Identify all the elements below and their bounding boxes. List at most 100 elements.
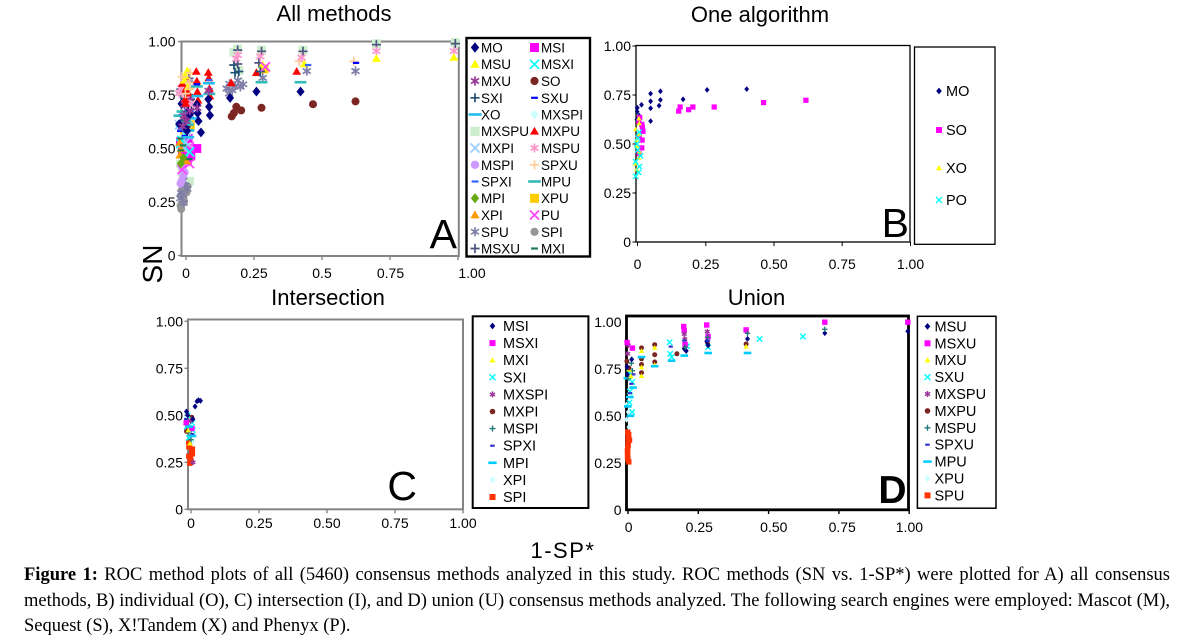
svg-text:XO: XO bbox=[481, 108, 501, 123]
svg-text:1.00: 1.00 bbox=[156, 313, 183, 329]
svg-text:Intersection: Intersection bbox=[271, 285, 385, 310]
svg-text:Union: Union bbox=[728, 285, 785, 310]
svg-text:1.00: 1.00 bbox=[896, 519, 923, 535]
svg-text:SXU: SXU bbox=[541, 91, 569, 106]
svg-text:PO: PO bbox=[946, 193, 967, 209]
svg-text:MXSPI: MXSPI bbox=[541, 108, 583, 123]
svg-text:XO: XO bbox=[946, 161, 967, 177]
svg-text:0.25: 0.25 bbox=[240, 265, 267, 281]
svg-text:SXI: SXI bbox=[503, 370, 526, 386]
svg-text:SPI: SPI bbox=[541, 225, 563, 240]
svg-text:0.50: 0.50 bbox=[156, 407, 183, 423]
svg-text:XPU: XPU bbox=[541, 191, 569, 206]
svg-text:0.75: 0.75 bbox=[381, 515, 408, 531]
svg-text:MXI: MXI bbox=[541, 242, 565, 257]
svg-text:MXPU: MXPU bbox=[541, 124, 580, 139]
svg-text:MXI: MXI bbox=[503, 353, 529, 369]
svg-text:All methods: All methods bbox=[277, 1, 392, 26]
svg-text:PU: PU bbox=[541, 208, 560, 223]
svg-text:MPI: MPI bbox=[481, 191, 505, 206]
svg-text:1.00: 1.00 bbox=[594, 314, 621, 330]
svg-text:0.75: 0.75 bbox=[829, 256, 856, 272]
svg-text:MSPU: MSPU bbox=[935, 421, 977, 437]
svg-text:0.75: 0.75 bbox=[377, 265, 404, 281]
svg-text:0.50: 0.50 bbox=[604, 136, 631, 152]
svg-text:0.50: 0.50 bbox=[148, 141, 175, 157]
svg-text:0: 0 bbox=[623, 234, 631, 250]
svg-text:D: D bbox=[878, 469, 906, 512]
svg-text:SPXU: SPXU bbox=[541, 158, 578, 173]
svg-text:0.5: 0.5 bbox=[312, 265, 332, 281]
svg-text:0.75: 0.75 bbox=[829, 519, 856, 535]
svg-text:1-SP*: 1-SP* bbox=[531, 538, 596, 563]
svg-text:XPI: XPI bbox=[503, 473, 526, 489]
svg-text:0.75: 0.75 bbox=[148, 87, 175, 103]
svg-text:SPXU: SPXU bbox=[935, 438, 975, 454]
svg-text:0.75: 0.75 bbox=[594, 361, 621, 377]
svg-text:SXI: SXI bbox=[481, 91, 503, 106]
svg-text:MXSPI: MXSPI bbox=[503, 387, 548, 403]
svg-text:0: 0 bbox=[625, 519, 633, 535]
svg-text:MSPU: MSPU bbox=[541, 141, 580, 156]
svg-text:0.50: 0.50 bbox=[313, 515, 340, 531]
svg-text:SPXI: SPXI bbox=[481, 175, 512, 190]
svg-text:MXSPU: MXSPU bbox=[935, 387, 987, 403]
svg-text:0.25: 0.25 bbox=[604, 185, 631, 201]
svg-text:0: 0 bbox=[634, 256, 642, 272]
svg-text:0.25: 0.25 bbox=[686, 519, 713, 535]
svg-text:SPI: SPI bbox=[503, 490, 526, 506]
svg-text:1.00: 1.00 bbox=[604, 38, 631, 54]
svg-text:MXPI: MXPI bbox=[503, 405, 538, 421]
svg-text:MXU: MXU bbox=[481, 74, 511, 89]
svg-text:0.25: 0.25 bbox=[148, 194, 175, 210]
svg-text:MPU: MPU bbox=[541, 175, 571, 190]
svg-text:0.50: 0.50 bbox=[760, 256, 787, 272]
svg-text:SPU: SPU bbox=[935, 488, 965, 504]
svg-text:0: 0 bbox=[187, 515, 195, 531]
svg-text:MSXI: MSXI bbox=[541, 57, 574, 72]
svg-text:0.50: 0.50 bbox=[594, 408, 621, 424]
svg-text:0: 0 bbox=[168, 248, 176, 264]
svg-text:1.00: 1.00 bbox=[449, 515, 476, 531]
svg-text:SXU: SXU bbox=[935, 370, 965, 386]
svg-text:MXPU: MXPU bbox=[935, 404, 977, 420]
svg-text:B: B bbox=[882, 200, 909, 246]
svg-text:0.25: 0.25 bbox=[594, 455, 621, 471]
svg-text:MSXI: MSXI bbox=[503, 336, 538, 352]
svg-text:MPI: MPI bbox=[503, 456, 529, 472]
svg-text:XPI: XPI bbox=[481, 208, 503, 223]
svg-text:MSU: MSU bbox=[935, 319, 967, 335]
svg-text:One algorithm: One algorithm bbox=[691, 2, 829, 27]
svg-text:MSPI: MSPI bbox=[481, 158, 514, 173]
svg-text:1.00: 1.00 bbox=[458, 265, 485, 281]
svg-text:MO: MO bbox=[481, 41, 503, 56]
svg-text:MSI: MSI bbox=[541, 41, 565, 56]
svg-text:SO: SO bbox=[946, 123, 967, 139]
svg-text:0.75: 0.75 bbox=[604, 87, 631, 103]
svg-text:MSPI: MSPI bbox=[503, 422, 538, 438]
svg-text:0: 0 bbox=[182, 265, 190, 281]
svg-text:0.25: 0.25 bbox=[692, 256, 719, 272]
svg-text:1.00: 1.00 bbox=[897, 256, 924, 272]
svg-text:XPU: XPU bbox=[935, 472, 965, 488]
svg-text:C: C bbox=[387, 463, 417, 509]
svg-text:A: A bbox=[430, 211, 458, 257]
svg-text:0.75: 0.75 bbox=[156, 360, 183, 376]
svg-text:MSXU: MSXU bbox=[481, 242, 520, 257]
svg-text:MSU: MSU bbox=[481, 57, 511, 72]
svg-text:MXU: MXU bbox=[935, 353, 967, 369]
svg-text:0.25: 0.25 bbox=[156, 454, 183, 470]
svg-text:0.25: 0.25 bbox=[245, 515, 272, 531]
svg-text:1.00: 1.00 bbox=[148, 34, 175, 50]
svg-text:MO: MO bbox=[946, 84, 969, 100]
svg-text:MSI: MSI bbox=[503, 319, 529, 335]
svg-text:MXPI: MXPI bbox=[481, 141, 514, 156]
svg-text:SPU: SPU bbox=[481, 225, 509, 240]
svg-text:SPXI: SPXI bbox=[503, 439, 536, 455]
svg-text:0: 0 bbox=[614, 502, 622, 518]
svg-text:SN: SN bbox=[137, 245, 168, 284]
svg-text:0.50: 0.50 bbox=[760, 519, 787, 535]
svg-text:SO: SO bbox=[541, 74, 561, 89]
svg-text:0: 0 bbox=[175, 501, 183, 517]
svg-text:MXSPU: MXSPU bbox=[481, 124, 529, 139]
